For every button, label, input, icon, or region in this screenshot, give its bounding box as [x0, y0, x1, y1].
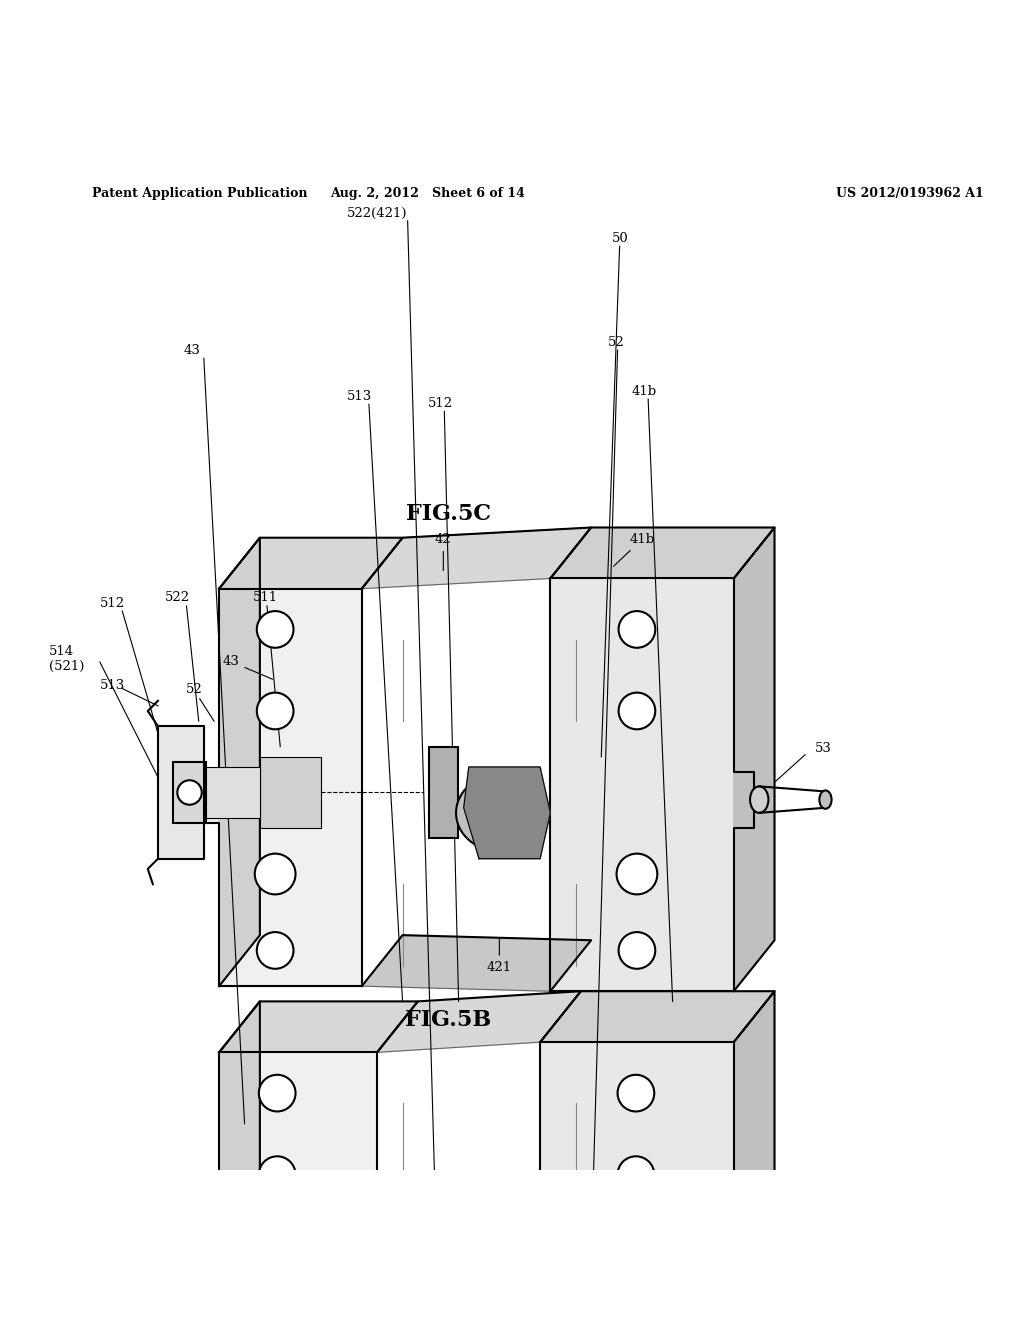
- Polygon shape: [540, 991, 774, 1043]
- Polygon shape: [219, 537, 260, 986]
- Ellipse shape: [471, 788, 527, 837]
- Text: 511: 511: [253, 591, 278, 603]
- Circle shape: [257, 1317, 298, 1320]
- Polygon shape: [361, 528, 591, 589]
- Bar: [418, 1221, 500, 1292]
- Polygon shape: [734, 991, 774, 1320]
- Circle shape: [259, 1074, 296, 1111]
- Text: 43: 43: [222, 655, 272, 680]
- Circle shape: [257, 611, 294, 648]
- Bar: [429, 747, 458, 838]
- Text: FIG.5C: FIG.5C: [406, 503, 490, 525]
- Bar: [388, 1210, 417, 1302]
- Text: 522(421): 522(421): [346, 207, 407, 219]
- Ellipse shape: [819, 791, 831, 809]
- Text: 52: 52: [607, 337, 625, 348]
- Bar: [173, 762, 206, 824]
- Circle shape: [618, 693, 655, 729]
- Text: FIG.5B: FIG.5B: [406, 1008, 492, 1031]
- Text: 513: 513: [346, 391, 372, 403]
- Circle shape: [177, 780, 202, 805]
- Ellipse shape: [750, 787, 768, 813]
- Text: 43: 43: [183, 345, 201, 358]
- Polygon shape: [550, 578, 754, 991]
- Ellipse shape: [395, 1232, 451, 1280]
- Text: US 2012/0193962 A1: US 2012/0193962 A1: [836, 186, 983, 199]
- Circle shape: [259, 1156, 296, 1193]
- Circle shape: [618, 932, 655, 969]
- Bar: [204, 767, 260, 818]
- Text: 53: 53: [815, 742, 833, 755]
- Polygon shape: [361, 935, 591, 991]
- Text: (521): (521): [49, 660, 84, 673]
- Text: Patent Application Publication: Patent Application Publication: [92, 186, 307, 199]
- Text: 513: 513: [100, 678, 125, 692]
- Text: 42: 42: [435, 533, 452, 570]
- Circle shape: [617, 1156, 654, 1193]
- Circle shape: [257, 932, 294, 969]
- Polygon shape: [734, 528, 774, 991]
- Text: 50: 50: [611, 232, 628, 246]
- Text: 421: 421: [486, 939, 512, 974]
- Bar: [495, 1225, 525, 1287]
- Circle shape: [618, 611, 655, 648]
- Polygon shape: [464, 767, 550, 859]
- Polygon shape: [219, 537, 402, 589]
- Text: 512: 512: [100, 597, 125, 610]
- Text: 41b: 41b: [613, 533, 654, 566]
- Text: Aug. 2, 2012   Sheet 6 of 14: Aug. 2, 2012 Sheet 6 of 14: [331, 186, 525, 199]
- Circle shape: [616, 854, 657, 895]
- Text: 512: 512: [428, 397, 454, 411]
- Polygon shape: [550, 528, 774, 578]
- Circle shape: [257, 693, 294, 729]
- Polygon shape: [540, 1043, 754, 1320]
- Circle shape: [255, 854, 296, 895]
- Polygon shape: [219, 1002, 260, 1320]
- Polygon shape: [510, 1185, 550, 1320]
- Circle shape: [498, 1243, 522, 1269]
- Text: 41b: 41b: [632, 385, 657, 399]
- Circle shape: [615, 1317, 656, 1320]
- Polygon shape: [418, 1230, 459, 1282]
- Polygon shape: [219, 1002, 418, 1052]
- Text: 514: 514: [49, 645, 74, 657]
- Polygon shape: [377, 991, 581, 1052]
- Polygon shape: [199, 589, 361, 986]
- Text: 522: 522: [165, 591, 190, 603]
- Ellipse shape: [456, 775, 543, 851]
- Text: 52: 52: [185, 682, 202, 696]
- Bar: [260, 756, 321, 828]
- Polygon shape: [199, 1052, 377, 1320]
- Circle shape: [617, 1074, 654, 1111]
- Polygon shape: [158, 726, 204, 859]
